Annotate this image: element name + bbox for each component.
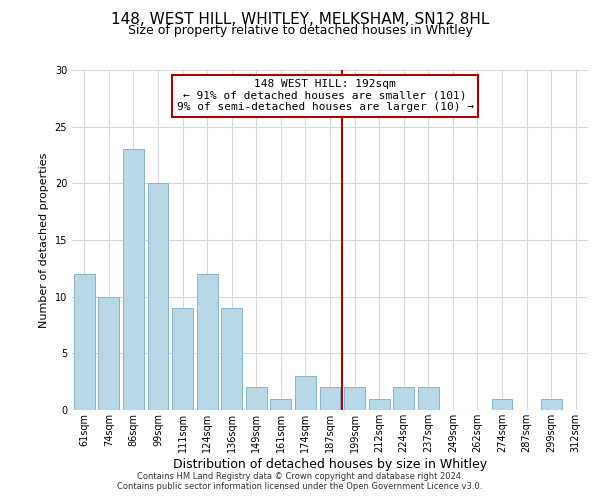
Bar xyxy=(98,296,119,410)
Bar xyxy=(320,388,340,410)
Bar xyxy=(74,274,95,410)
Bar xyxy=(393,388,414,410)
Bar xyxy=(123,150,144,410)
Bar xyxy=(197,274,218,410)
Text: 148 WEST HILL: 192sqm
← 91% of detached houses are smaller (101)
9% of semi-deta: 148 WEST HILL: 192sqm ← 91% of detached … xyxy=(176,79,473,112)
Text: Contains public sector information licensed under the Open Government Licence v3: Contains public sector information licen… xyxy=(118,482,482,491)
Text: Size of property relative to detached houses in Whitley: Size of property relative to detached ho… xyxy=(128,24,472,37)
X-axis label: Distribution of detached houses by size in Whitley: Distribution of detached houses by size … xyxy=(173,458,487,470)
Bar xyxy=(221,308,242,410)
Text: 148, WEST HILL, WHITLEY, MELKSHAM, SN12 8HL: 148, WEST HILL, WHITLEY, MELKSHAM, SN12 … xyxy=(111,12,489,28)
Bar xyxy=(368,398,389,410)
Bar xyxy=(344,388,365,410)
Y-axis label: Number of detached properties: Number of detached properties xyxy=(39,152,49,328)
Bar xyxy=(295,376,316,410)
Bar xyxy=(418,388,439,410)
Bar xyxy=(148,184,169,410)
Bar xyxy=(172,308,193,410)
Bar xyxy=(246,388,267,410)
Bar xyxy=(271,398,292,410)
Text: Contains HM Land Registry data © Crown copyright and database right 2024.: Contains HM Land Registry data © Crown c… xyxy=(137,472,463,481)
Bar xyxy=(491,398,512,410)
Bar xyxy=(541,398,562,410)
